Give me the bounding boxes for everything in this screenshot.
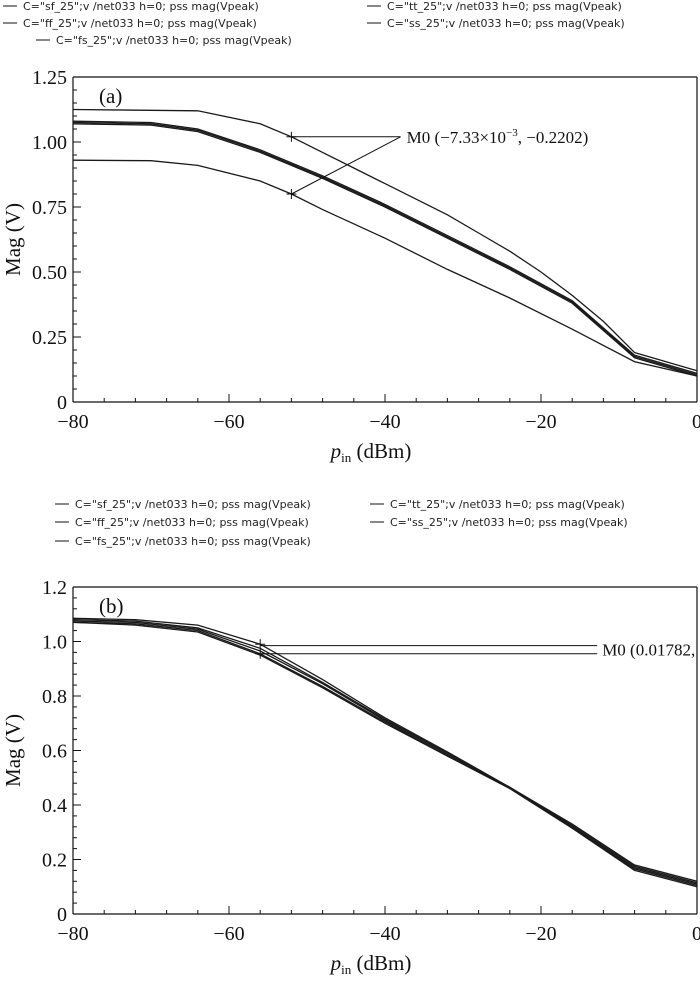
panel-label: (b) — [99, 594, 124, 618]
series-line-5 — [72, 621, 698, 888]
x-tick-label: −40 — [369, 923, 400, 945]
legend-entry: C="tt_25";v /net033 h=0; pss mag(Vpeak) — [387, 0, 622, 13]
marker-leader — [291, 136, 401, 195]
series-line-4 — [72, 621, 698, 887]
y-tick-label: 0.2 — [42, 850, 67, 872]
series-line-2 — [72, 619, 698, 884]
x-tick-label: −60 — [213, 411, 244, 433]
y-tick-label: 0.50 — [32, 262, 67, 284]
legend-entry: C="fs_25";v /net033 h=0; pss mag(Vpeak) — [56, 34, 292, 47]
series-line-1 — [72, 617, 698, 882]
marker-label: M0 (0.01782, 0.3603) — [602, 641, 700, 660]
legend-entry: C="ss_25";v /net033 h=0; pss mag(Vpeak) — [387, 17, 625, 30]
chart-b: C="sf_25";v /net033 h=0; pss mag(Vpeak) C… — [1, 498, 700, 977]
series-line-2 — [72, 120, 698, 375]
legend-entry: C="sf_25";v /net033 h=0; pss mag(Vpeak) — [23, 0, 259, 13]
series-line-1 — [72, 108, 698, 372]
x-tick-label: 0 — [692, 923, 700, 945]
panel-label: (a) — [99, 84, 122, 108]
series-line-4 — [72, 123, 698, 377]
x-tick-label: −60 — [213, 923, 244, 945]
x-tick-label: −80 — [57, 411, 88, 433]
marker-label: M0 (−7.33×10−3, −0.2202) — [407, 127, 589, 147]
series-line-5 — [72, 159, 698, 377]
y-tick-label: 1.00 — [32, 132, 67, 154]
x-tick-label: −80 — [57, 923, 88, 945]
x-tick-label: −20 — [525, 923, 556, 945]
legend-entry: C="tt_25";v /net033 h=0; pss mag(Vpeak) — [390, 498, 625, 511]
y-tick-label: 0.75 — [32, 197, 67, 219]
legend-entry: C="ff_25";v /net033 h=0; pss mag(Vpeak) — [23, 17, 257, 30]
x-tick-label: 0 — [692, 411, 700, 433]
x-axis-label: pin (dBm) — [329, 439, 412, 465]
y-tick-label: 0.25 — [32, 327, 67, 349]
y-tick-label: 1.2 — [42, 577, 67, 599]
y-tick-label: 0 — [57, 392, 67, 414]
y-tick-label: 0.8 — [42, 686, 67, 708]
series-line-3 — [72, 121, 698, 376]
legend-entry: C="ss_25";v /net033 h=0; pss mag(Vpeak) — [390, 516, 628, 529]
y-axis-label: Mag (V) — [1, 714, 25, 787]
legend-entry: C="fs_25";v /net033 h=0; pss mag(Vpeak) — [75, 535, 311, 548]
y-tick-label: 0.6 — [42, 741, 67, 763]
x-tick-label: −20 — [525, 411, 556, 433]
x-axis-label: pin (dBm) — [329, 951, 412, 977]
legend-entry: C="sf_25";v /net033 h=0; pss mag(Vpeak) — [75, 498, 311, 511]
chart-a: C="sf_25";v /net033 h=0; pss mag(Vpeak) C… — [1, 0, 700, 465]
legend-entry: C="ff_25";v /net033 h=0; pss mag(Vpeak) — [75, 516, 309, 529]
y-tick-label: 1.25 — [32, 67, 67, 89]
y-tick-label: 0 — [57, 904, 67, 926]
y-tick-label: 0.4 — [42, 795, 67, 817]
y-tick-label: 1.0 — [42, 632, 67, 654]
x-tick-label: −40 — [369, 411, 400, 433]
y-axis-label: Mag (V) — [1, 203, 25, 276]
